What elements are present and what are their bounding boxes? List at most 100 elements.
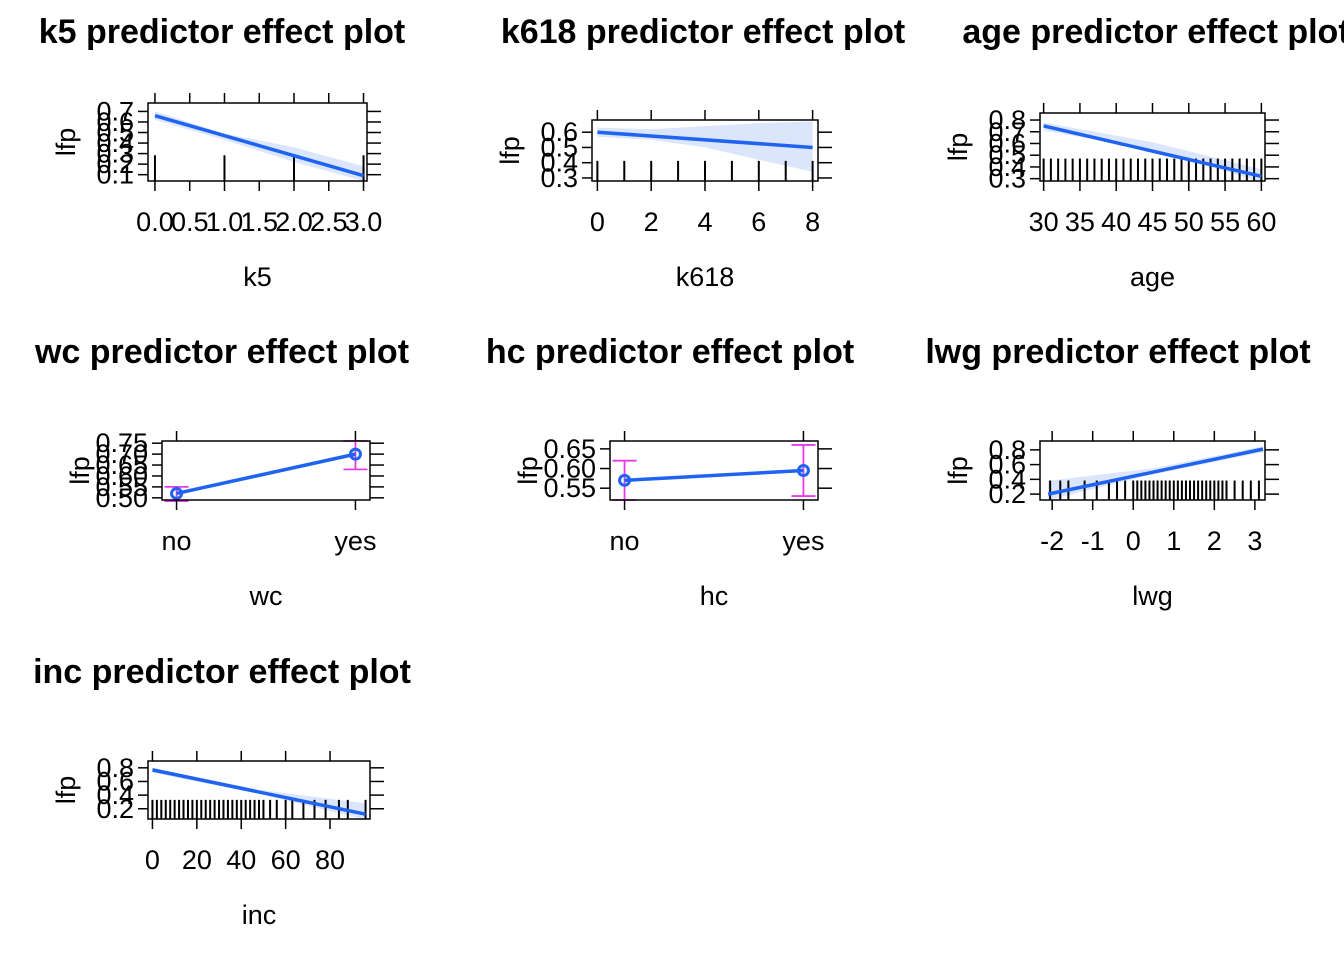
x-tick-label: 60 bbox=[271, 845, 301, 875]
y-tick-label: 0.55 bbox=[543, 473, 596, 503]
y-tick-label: 0.2 bbox=[96, 794, 134, 824]
y-axis-label: lfp bbox=[943, 133, 973, 162]
x-tick-label: yes bbox=[782, 526, 824, 556]
x-axis-label: hc bbox=[700, 581, 729, 611]
y-tick-label: 0.7 bbox=[988, 117, 1026, 147]
panel-wc: wc predictor effect plot no yes 0.500.550.6… bbox=[34, 333, 409, 611]
panel-title: lwg predictor effect plot bbox=[925, 333, 1310, 371]
x-tick-label: 60 bbox=[1246, 207, 1276, 237]
y-tick-label: 0.4 bbox=[96, 128, 134, 158]
x-tick-label: 55 bbox=[1210, 207, 1240, 237]
x-axis-label: age bbox=[1130, 262, 1175, 292]
x-axis-label: k5 bbox=[243, 262, 272, 292]
x-tick-label: 0 bbox=[590, 207, 605, 237]
effect-line bbox=[154, 113, 365, 178]
panel-lwg: lwg predictor effect plot -2 -1 0 1 2 3 0.20.40… bbox=[925, 333, 1310, 611]
y-tick-label: 0.5 bbox=[96, 118, 134, 148]
y-axis-label: lfp bbox=[513, 456, 543, 485]
y-tick-label: 0.8 bbox=[988, 435, 1026, 465]
y-tick-label: 0.5 bbox=[988, 140, 1026, 170]
y-tick-label: 0.1 bbox=[96, 160, 134, 190]
x-tick-label: 40 bbox=[1101, 207, 1131, 237]
y-tick-label: 0.4 bbox=[96, 780, 134, 810]
x-axis-label: lwg bbox=[1132, 581, 1173, 611]
effect-line bbox=[176, 452, 356, 496]
x-tick-label: 3 bbox=[1247, 526, 1262, 556]
panel-k618: k618 predictor effect plot 0 2 4 6 8 0.30.40.5… bbox=[495, 13, 905, 292]
effect-line bbox=[152, 768, 366, 816]
x-tick-label: no bbox=[162, 526, 192, 556]
y-tick-label: 0.3 bbox=[540, 163, 578, 193]
confidence-band bbox=[597, 121, 813, 172]
plot-frame bbox=[147, 102, 368, 182]
y-tick-label: 0.70 bbox=[95, 439, 148, 469]
y-tick-label: 0.75 bbox=[95, 428, 148, 458]
x-tick-label: 30 bbox=[1029, 207, 1059, 237]
x-tick-label: 6 bbox=[751, 207, 766, 237]
effect-line bbox=[1047, 447, 1264, 496]
panel-age: age predictor effect plot 30 35 40 45 50 55 60 0… bbox=[943, 13, 1344, 292]
x-axis-label: k618 bbox=[676, 262, 735, 292]
x-tick-label: 50 bbox=[1174, 207, 1204, 237]
y-tick-label: 0.65 bbox=[543, 434, 596, 464]
y-axis-label: lfp bbox=[51, 776, 81, 805]
plot-frame bbox=[147, 760, 371, 820]
x-tick-label: 40 bbox=[226, 845, 256, 875]
y-tick-label: 0.55 bbox=[95, 472, 148, 502]
x-tick-label: no bbox=[610, 526, 640, 556]
x-tick-label: 1.0 bbox=[206, 207, 244, 237]
effect-point bbox=[170, 486, 184, 500]
x-tick-label: yes bbox=[334, 526, 376, 556]
y-tick-label: 0.4 bbox=[988, 464, 1026, 494]
panel-title: age predictor effect plot bbox=[962, 13, 1344, 51]
x-tick-label: -2 bbox=[1040, 526, 1064, 556]
panel-title: wc predictor effect plot bbox=[34, 333, 409, 371]
x-tick-label: -1 bbox=[1081, 526, 1105, 556]
effect-point bbox=[618, 473, 632, 487]
y-tick-label: 0.60 bbox=[95, 461, 148, 491]
x-tick-label: 1.5 bbox=[240, 207, 278, 237]
y-tick-label: 0.6 bbox=[988, 450, 1026, 480]
effect-point bbox=[348, 447, 362, 461]
x-tick-label: 1 bbox=[1166, 526, 1181, 556]
effect-line bbox=[1043, 124, 1262, 179]
plot-frame bbox=[609, 440, 819, 501]
y-tick-label: 0.6 bbox=[988, 128, 1026, 158]
x-tick-label: 4 bbox=[697, 207, 712, 237]
x-tick-label: 0.5 bbox=[171, 207, 209, 237]
panel-title: hc predictor effect plot bbox=[486, 333, 854, 371]
x-axis-label: wc bbox=[249, 581, 283, 611]
y-tick-label: 0.60 bbox=[543, 454, 596, 484]
effect-line bbox=[624, 468, 804, 483]
x-tick-label: 45 bbox=[1137, 207, 1167, 237]
panel-title: k618 predictor effect plot bbox=[501, 13, 905, 51]
x-tick-label: 3.0 bbox=[345, 207, 383, 237]
x-tick-label: 20 bbox=[182, 845, 212, 875]
y-tick-label: 0.2 bbox=[96, 149, 134, 179]
y-tick-label: 0.4 bbox=[988, 152, 1026, 182]
y-axis-label: lfp bbox=[943, 456, 973, 485]
y-axis-label: lfp bbox=[495, 136, 525, 165]
x-tick-label: 0 bbox=[145, 845, 160, 875]
x-tick-label: 2 bbox=[644, 207, 659, 237]
x-tick-label: 35 bbox=[1065, 207, 1095, 237]
y-tick-label: 0.7 bbox=[96, 96, 134, 126]
x-tick-label: 2.5 bbox=[310, 207, 348, 237]
y-tick-label: 0.8 bbox=[988, 105, 1026, 135]
y-tick-label: 0.3 bbox=[96, 139, 134, 169]
panel-k5: k5 predictor effect plot0.00.51.01.52.02… bbox=[39, 13, 406, 292]
x-tick-label: 8 bbox=[805, 207, 820, 237]
y-axis-label: lfp bbox=[51, 128, 81, 157]
y-tick-label: 0.4 bbox=[540, 148, 578, 178]
panel-inc: inc predictor effect plot 0 20 40 60 80 0.20.4… bbox=[33, 653, 411, 930]
y-tick-label: 0.6 bbox=[96, 107, 134, 137]
effect-line bbox=[597, 130, 813, 150]
plot-frame bbox=[1039, 440, 1266, 501]
panel-title: inc predictor effect plot bbox=[33, 653, 411, 691]
x-tick-label: 0.0 bbox=[136, 207, 174, 237]
plot-frame bbox=[161, 440, 371, 501]
panel-hc: hc predictor effect plot no yes 0.550.600.6… bbox=[486, 333, 854, 611]
y-tick-label: 0.6 bbox=[540, 117, 578, 147]
y-tick-label: 0.50 bbox=[95, 483, 148, 513]
panel-title: k5 predictor effect plot bbox=[39, 13, 406, 51]
